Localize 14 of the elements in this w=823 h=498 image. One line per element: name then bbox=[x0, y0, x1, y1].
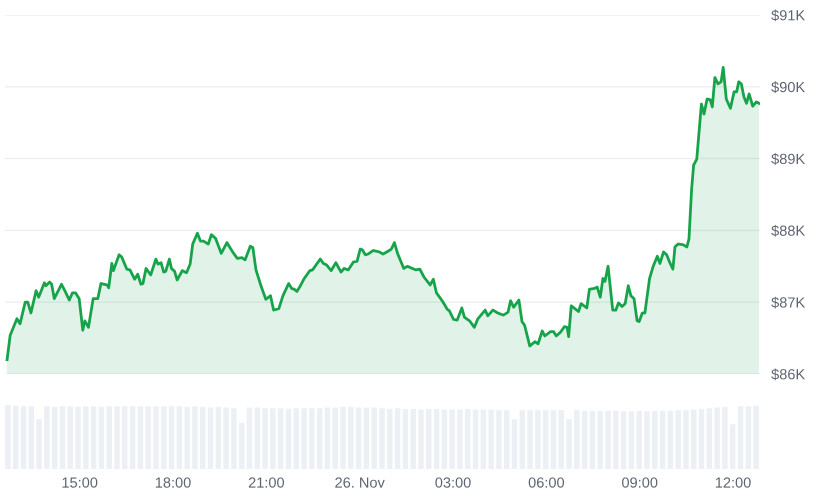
y-tick-label: $88K bbox=[771, 224, 806, 237]
x-tick-label: 03:00 bbox=[435, 477, 471, 488]
y-tick-label: $87K bbox=[771, 296, 806, 308]
x-tick-label: 18:00 bbox=[156, 477, 191, 488]
y-tick-label: $89K bbox=[771, 153, 806, 165]
x-tick-label: 21:00 bbox=[248, 477, 284, 488]
y-tick-label: $86K bbox=[771, 368, 806, 380]
x-tick-label: 15:00 bbox=[62, 477, 98, 488]
y-tick-label: $91K bbox=[771, 9, 806, 22]
x-tick-label: 06:00 bbox=[528, 477, 564, 488]
y-tick-label: $90K bbox=[771, 81, 806, 94]
x-tick-label: 09:00 bbox=[622, 477, 658, 488]
x-tick-label: 26. Nov bbox=[335, 477, 385, 488]
x-tick-label: 12:00 bbox=[716, 477, 751, 488]
